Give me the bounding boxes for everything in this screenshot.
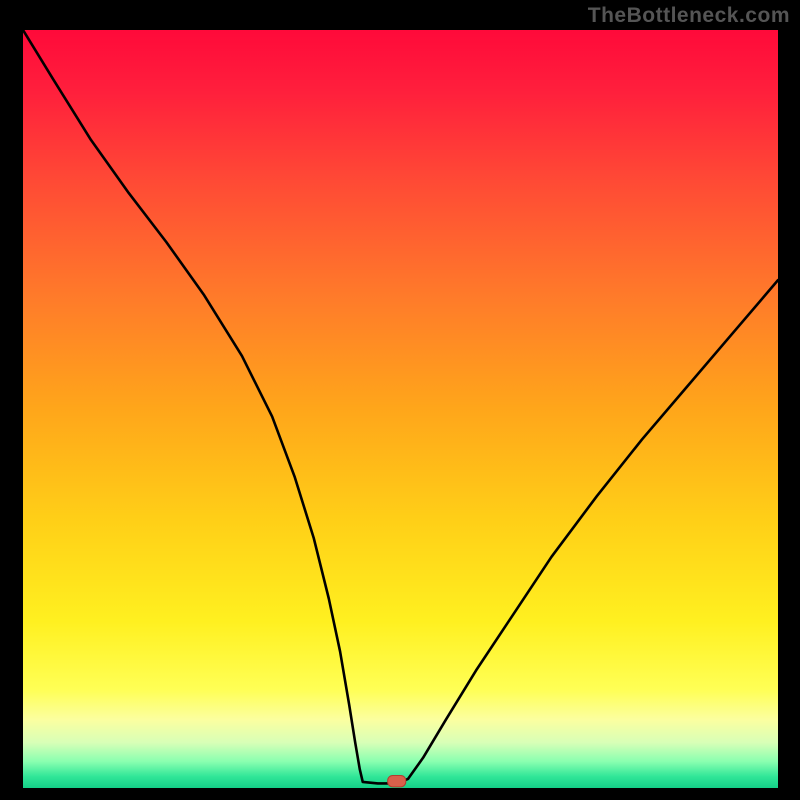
chart-frame: TheBottleneck.com — [0, 0, 800, 800]
chart-svg — [23, 30, 778, 788]
sweet-spot-marker — [388, 775, 406, 786]
watermark-text: TheBottleneck.com — [588, 4, 790, 28]
gradient-background — [23, 30, 778, 788]
plot-area — [23, 30, 778, 788]
